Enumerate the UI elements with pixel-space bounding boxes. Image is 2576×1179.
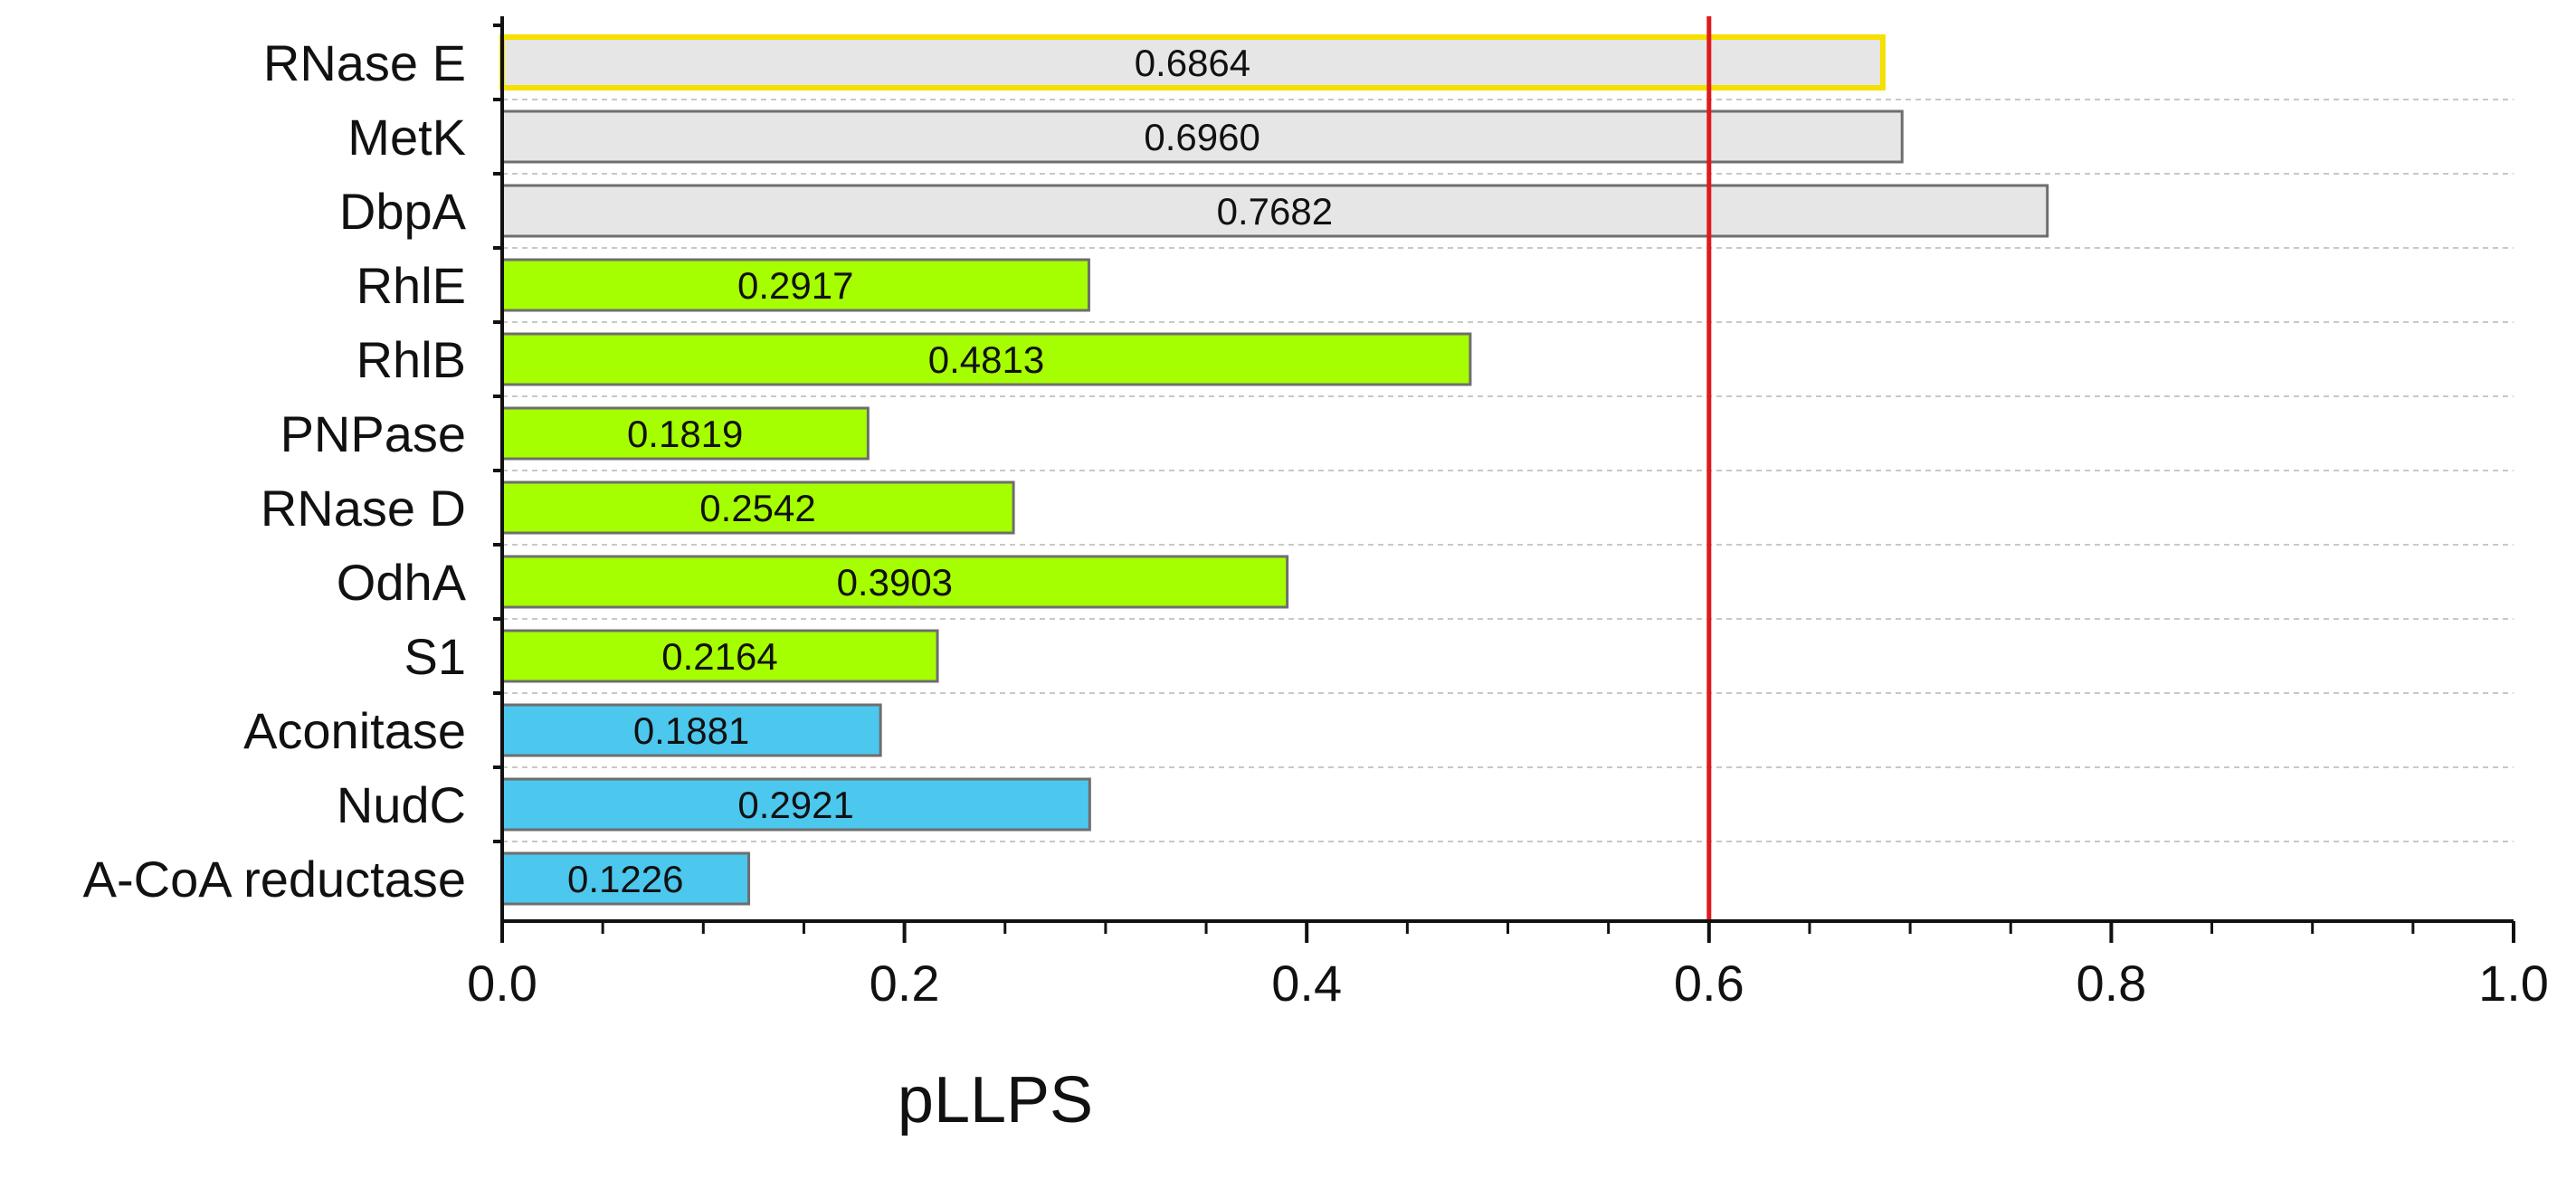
bar-value-label: 0.2542 (699, 487, 815, 529)
bar-value-label: 0.1819 (627, 413, 743, 455)
category-label: OdhA (337, 554, 467, 611)
category-label: MetK (347, 109, 466, 166)
bar-value-label: 0.1881 (633, 709, 749, 752)
category-label: RNase D (261, 480, 466, 537)
bar-value-label: 0.7682 (1217, 190, 1333, 233)
bar-aconitase (500, 703, 882, 757)
x-tick-label: 1.0 (2478, 955, 2549, 1012)
bar-value-label: 0.2164 (661, 635, 777, 678)
category-label: RhlE (356, 257, 466, 314)
x-tick-label: 0.6 (1674, 955, 1744, 1012)
category-label: DbpA (339, 183, 467, 240)
category-label: A-CoA reductase (83, 851, 466, 908)
bar-nudc (500, 777, 1091, 832)
x-tick-label: 0.2 (870, 955, 940, 1012)
x-axis-title: pLLPS (898, 1064, 1093, 1136)
category-label: S1 (404, 628, 467, 685)
bar-s1 (500, 629, 939, 683)
bar-value-label: 0.6960 (1144, 116, 1259, 158)
bar-value-label: 0.2917 (737, 264, 853, 307)
category-label: RNase E (263, 34, 466, 91)
bar-value-label: 0.6864 (1135, 42, 1250, 84)
category-label: RhlB (356, 331, 466, 388)
bar-pnpase (500, 406, 870, 461)
x-tick-label: 0.8 (2076, 955, 2146, 1012)
bar-value-label: 0.1226 (567, 858, 683, 900)
bar-a-coa-reductase (500, 851, 751, 906)
x-tick-label: 0.4 (1271, 955, 1342, 1012)
category-label: Aconitase (243, 702, 466, 759)
grid-lines (502, 99, 2514, 842)
bar-value-label: 0.3903 (837, 561, 953, 604)
category-label: PNPase (280, 405, 466, 462)
bars: 0.6864 0.6960 0.7682 0.2917 0.4813 0.1819 0.25… (499, 34, 2049, 906)
bar-dbpa (500, 184, 2049, 238)
category-label: NudC (337, 776, 466, 833)
x-tick-label: 0.0 (467, 955, 537, 1012)
axes: RNase E MetK DbpA RhlE RhlB PNPase RNase D OdhA… (83, 16, 2549, 1012)
bar-metk (500, 109, 1904, 164)
bar-value-label: 0.4813 (928, 338, 1044, 381)
bar-rhle (500, 258, 1090, 312)
bar-value-label: 0.2921 (737, 784, 853, 826)
